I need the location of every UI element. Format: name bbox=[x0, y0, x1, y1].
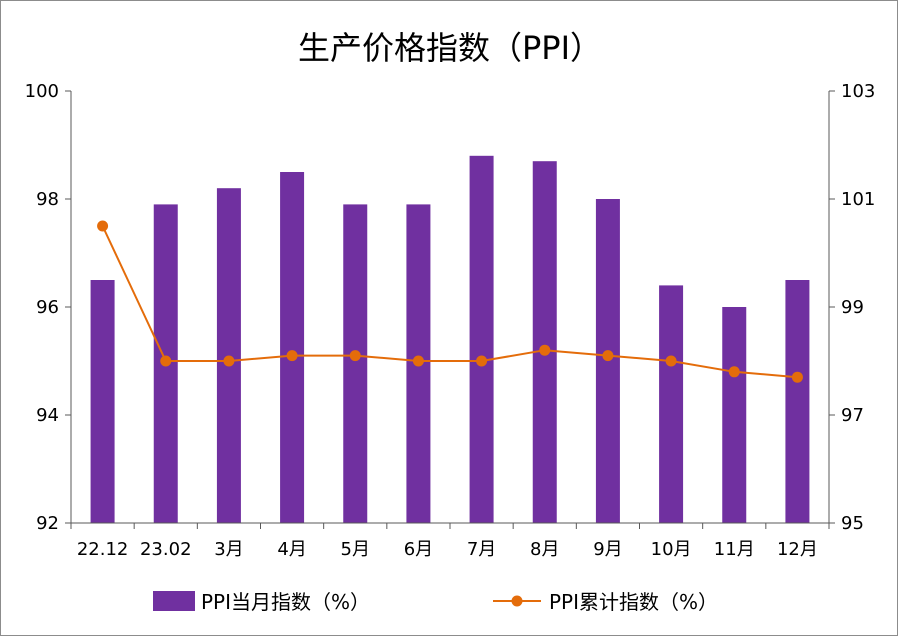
x-tick-label-7: 8月 bbox=[530, 539, 559, 560]
legend-swatch-marker bbox=[511, 595, 523, 607]
legend-swatch-bar bbox=[153, 591, 195, 611]
y-left-tick-label-0: 92 bbox=[36, 513, 59, 534]
bar-10 bbox=[722, 307, 747, 523]
y-right-tick-label-0: 95 bbox=[841, 513, 864, 534]
y-left-tick-label-1: 94 bbox=[36, 405, 59, 426]
bar-6 bbox=[469, 155, 494, 524]
plot-area: 92 94 96 98 100 95 97 99 101 103 22.12 23.02 3月 4月 5月 6… bbox=[25, 81, 876, 560]
line-point-2 bbox=[223, 355, 235, 367]
bar-9 bbox=[659, 285, 684, 523]
x-tick-label-8: 9月 bbox=[593, 539, 622, 560]
legend: PPI当月指数（%） PPI累计指数（%） bbox=[153, 590, 718, 614]
y-right-tick-label-4: 103 bbox=[841, 81, 875, 102]
x-tick-label-2: 3月 bbox=[214, 539, 243, 560]
x-tick-label-6: 7月 bbox=[467, 539, 496, 560]
x-tick-label-5: 6月 bbox=[404, 539, 433, 560]
legend-label-bar: PPI当月指数（%） bbox=[201, 590, 370, 614]
x-tick-label-1: 23.02 bbox=[140, 539, 192, 560]
line-point-6 bbox=[476, 355, 488, 367]
chart-title: 生产价格指数（PPI） bbox=[298, 29, 602, 67]
bar-11 bbox=[785, 280, 810, 523]
x-tick-label-4: 5月 bbox=[341, 539, 370, 560]
y-left-tick-label-4: 100 bbox=[25, 81, 59, 102]
y-right-tick-label-1: 97 bbox=[841, 405, 864, 426]
line-point-9 bbox=[665, 355, 677, 367]
bar-4 bbox=[343, 204, 368, 523]
x-tick-label-10: 11月 bbox=[714, 539, 755, 560]
y-right-tick-label-2: 99 bbox=[841, 297, 864, 318]
line-point-7 bbox=[539, 344, 551, 356]
x-tick-label-11: 12月 bbox=[777, 539, 818, 560]
x-tick-label-9: 10月 bbox=[651, 539, 692, 560]
line-point-3 bbox=[286, 350, 298, 362]
line-point-8 bbox=[602, 350, 614, 362]
line-point-0 bbox=[97, 220, 109, 232]
bar-7 bbox=[532, 161, 557, 523]
line-series bbox=[101, 225, 798, 379]
bar-3 bbox=[280, 172, 305, 523]
x-tick-label-3: 4月 bbox=[277, 539, 306, 560]
line-point-1 bbox=[160, 355, 172, 367]
line-point-4 bbox=[349, 350, 361, 362]
line-point-11 bbox=[791, 371, 803, 383]
legend-label-line: PPI累计指数（%） bbox=[549, 590, 718, 614]
bar-0 bbox=[90, 280, 115, 523]
line-point-10 bbox=[728, 366, 740, 378]
x-tick-label-0: 22.12 bbox=[77, 539, 129, 560]
y-left-tick-label-2: 96 bbox=[36, 297, 59, 318]
line-point-5 bbox=[412, 355, 424, 367]
y-left-tick-label-3: 98 bbox=[36, 189, 59, 210]
y-right-tick-label-3: 101 bbox=[841, 189, 875, 210]
